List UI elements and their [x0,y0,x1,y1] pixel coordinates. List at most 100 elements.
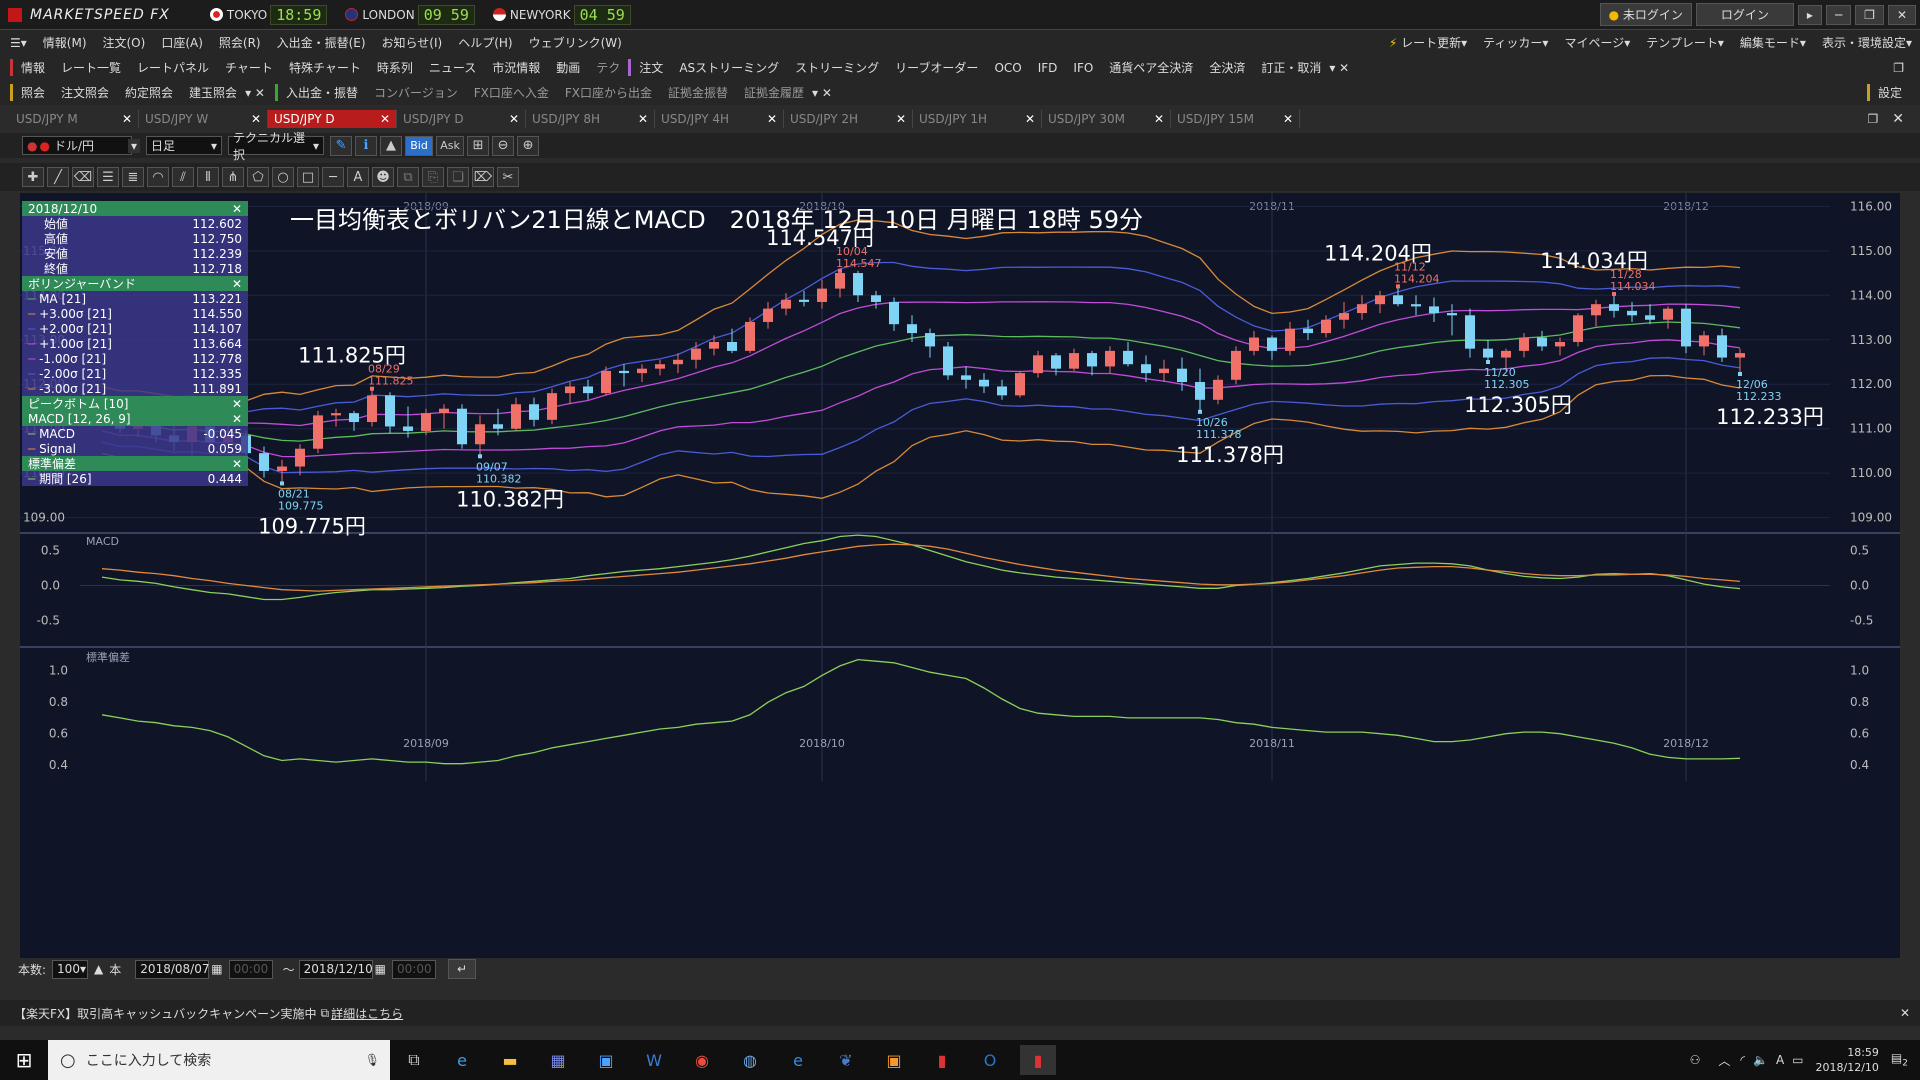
rectangle-icon[interactable]: □ [297,167,319,187]
tab-close-icon[interactable]: ✕ [1024,112,1035,126]
file-explorer-icon[interactable]: ▬ [502,1050,518,1070]
chevron-up-icon[interactable]: ︿ [1718,1053,1731,1068]
oco-button[interactable]: OCO [994,60,1022,75]
arc-icon[interactable]: ◠ [147,167,169,187]
window-app-icon[interactable]: ▣ [598,1050,614,1070]
restore-icon[interactable]: ❐ [1855,4,1884,25]
marketspeed-fx-icon[interactable]: ▮ [1020,1045,1056,1075]
chrome-icon[interactable]: ◉ [695,1050,709,1070]
rate-update-button[interactable]: ⚡ レート更新▾ [1388,36,1468,50]
word-icon[interactable]: W [646,1050,662,1070]
tab-close-icon[interactable]: ✕ [379,112,390,126]
pentagon-icon[interactable]: ⬠ [247,167,269,187]
technical-select[interactable]: テクニカル選択 ▾ [228,131,325,162]
news-button[interactable]: ニュース [428,61,477,75]
ie-browser-icon[interactable]: e [457,1050,467,1070]
chart-mode-icon[interactable]: ⊞ [467,135,490,156]
tab-close-icon[interactable]: ✕ [121,112,132,126]
delete-drawing-icon[interactable]: ⌦ [472,167,494,187]
horizontal-lines-icon[interactable]: ☰ [97,167,119,187]
panel-toggle-icon[interactable]: ❐ [1893,60,1904,75]
taskbar-search-box[interactable]: ○ ここに入力して検索 🎙 [48,1040,390,1080]
display-settings-button[interactable]: 表示・環境設定▾ [1821,36,1912,50]
dropdown-arrow-icon[interactable]: ▾ [128,138,141,153]
task-view-icon[interactable]: ⧉ [408,1050,420,1069]
ime-icon[interactable]: A [1775,1053,1785,1067]
settings-button[interactable]: 設定 [1866,84,1910,101]
info-icon[interactable]: ℹ [355,135,378,156]
time-series-button[interactable]: 時系列 [376,61,413,75]
menu-weblink[interactable]: ウェブリンク(W) [528,36,622,50]
dropdown-arrow-icon[interactable]: ▾ ✕ [812,85,832,100]
tab-usdjpy-m[interactable]: USD/JPY M ✕ [10,110,139,128]
tab-close-icon[interactable]: ✕ [508,112,519,126]
eraser-icon[interactable]: ⌫ [72,167,94,187]
streaming-button[interactable]: ストリーミング [795,61,880,75]
special-chart-button[interactable]: 特殊チャート [288,61,361,75]
delete-all-drawings-icon[interactable]: ✂ [497,167,519,187]
calendar-icon[interactable]: ▦ [374,962,386,976]
tab-close-icon[interactable]: ✕ [637,112,648,126]
menu-transfer[interactable]: 入出金・振替(E) [276,36,366,50]
tab-usdjpy-4h[interactable]: USD/JPY 4H ✕ [655,110,784,128]
close-icon[interactable]: ✕ [231,276,242,291]
zoom-out-icon[interactable]: ⊖ [492,135,515,156]
bid-button[interactable]: Bid [405,135,434,156]
copy-icon[interactable]: ⧉ [397,167,419,187]
rate-list-button[interactable]: レート一覧 [61,61,122,75]
channel-icon[interactable]: ⫽ [172,167,194,187]
outlook-icon[interactable]: O [983,1050,997,1070]
expand-arrow-icon[interactable]: ▸ [1797,4,1822,25]
execution-inquiry-button[interactable]: 約定照会 [125,86,174,100]
fibonacci-icon[interactable]: ≣ [122,167,144,187]
windows-start-icon[interactable]: ⊞ [15,1048,33,1072]
all-settle-button[interactable]: 全決済 [1209,61,1246,75]
close-icon[interactable]: ✕ [1887,4,1916,25]
edge-browser-icon[interactable]: e [793,1050,803,1070]
tab-usdjpy-2h[interactable]: USD/JPY 2H ✕ [784,110,913,128]
conversion-button[interactable]: コンバージョン [373,86,458,100]
rate-panel-button[interactable]: レートパネル [137,61,210,75]
microphone-icon[interactable]: 🎙 [364,1053,380,1067]
ifd-button[interactable]: IFD [1037,60,1058,75]
menu-help[interactable]: ヘルプ(H) [458,36,513,50]
menu-info[interactable]: 情報(M) [42,36,87,50]
text-icon[interactable]: A [347,167,369,187]
bar-count-select[interactable]: 100 ▾ [52,959,89,979]
taskbar-clock[interactable]: 18:59 2018/12/10 [1815,1046,1879,1074]
ask-button[interactable]: Ask [436,135,465,156]
tab-usdjpy-d-active[interactable]: USD/JPY D ✕ [268,110,397,128]
order-inquiry-button[interactable]: 注文照会 [61,86,110,100]
tab-close-icon[interactable]: ✕ [1282,112,1293,126]
tab-usdjpy-15m[interactable]: USD/JPY 15M ✕ [1171,110,1300,128]
leave-order-button[interactable]: リーブオーダー [895,61,979,75]
menu-notice[interactable]: お知らせ(I) [381,36,443,50]
close-icon[interactable]: ✕ [231,396,242,411]
tab-close-icon[interactable]: ✕ [1153,112,1164,126]
pen-icon[interactable]: ✎ [330,135,353,156]
feather-app-icon[interactable]: ❦ [839,1050,853,1070]
position-inquiry-button[interactable]: 建玉照会 [189,86,238,100]
crosshair-icon[interactable]: ✚ [22,167,44,187]
pitchfork-icon[interactable]: ⋔ [222,167,244,187]
menu-account[interactable]: 口座(A) [161,36,203,50]
reload-icon[interactable]: ↵ [448,959,477,979]
edit-mode-button[interactable]: 編集モード▾ [1739,36,1806,50]
to-time-input[interactable]: 00:00 [392,959,436,979]
tab-usdjpy-30m[interactable]: USD/JPY 30M ✕ [1042,110,1171,128]
mountain-chart-icon[interactable]: ▲ [380,135,403,156]
period-select[interactable]: 日足 ▾ [146,136,223,155]
calendar-icon[interactable]: ▦ [211,962,223,976]
menu-inquiry[interactable]: 照会(R) [218,36,261,50]
ifo-button[interactable]: IFO [1073,60,1094,75]
notification-icon[interactable]: ▤2 [1890,1051,1908,1069]
from-date-input[interactable]: 2018/08/07 [135,959,209,979]
close-icon[interactable]: ✕ [231,411,242,426]
calculator-icon[interactable]: ▦ [550,1050,566,1070]
keyboard-icon[interactable]: ▭ [1792,1053,1804,1067]
trendline-icon[interactable]: ╱ [47,167,69,187]
pair-settle-button[interactable]: 通貨ペア全決済 [1109,61,1194,75]
tab-usdjpy-w[interactable]: USD/JPY W ✕ [139,110,268,128]
margin-history-button[interactable]: 証拠金履歴 [744,86,805,100]
news-detail-link[interactable]: 詳細はこちら [331,1006,404,1021]
